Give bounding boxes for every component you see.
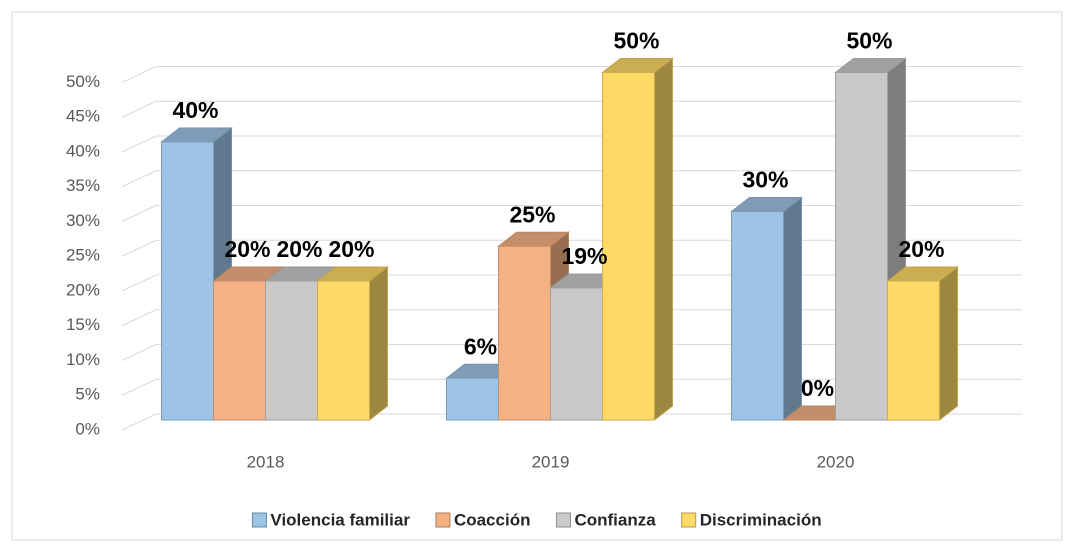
- bar: [601, 57, 674, 422]
- bar-front: [498, 245, 551, 421]
- grid-line-side: [121, 413, 157, 431]
- y-tick-label: 10%: [66, 350, 100, 369]
- bar-side: [654, 57, 673, 422]
- bar-front: [602, 72, 655, 421]
- grid-line-side: [121, 205, 157, 222]
- bar-front: [161, 141, 214, 421]
- data-label: 30%: [742, 167, 788, 193]
- data-label: 20%: [224, 236, 270, 262]
- bar-side: [783, 196, 802, 422]
- y-tick-label: 50%: [66, 72, 100, 91]
- legend-label: Confianza: [574, 510, 656, 529]
- data-label: 20%: [328, 236, 374, 262]
- grid-line-side: [121, 309, 157, 327]
- y-tick-label: 30%: [66, 211, 100, 230]
- bar: [730, 196, 803, 422]
- grid-line-side: [121, 100, 157, 118]
- legend-item: Discriminación: [681, 510, 822, 529]
- data-label: 20%: [898, 236, 944, 262]
- bar-front: [550, 287, 603, 421]
- x-tick-label: 2019: [532, 452, 570, 471]
- data-label: 0%: [801, 375, 834, 401]
- legend-item: Violencia familiar: [251, 510, 410, 529]
- y-tick-label: 25%: [66, 246, 100, 265]
- grid-line-side: [121, 239, 157, 257]
- data-label: 50%: [846, 28, 892, 54]
- legend-swatch: [435, 512, 451, 528]
- bar-front: [317, 280, 370, 421]
- legend-swatch: [681, 512, 697, 528]
- grid-line-side: [121, 135, 157, 153]
- legend-swatch: [251, 512, 267, 528]
- legend-item: Confianza: [555, 510, 656, 529]
- data-label: 19%: [561, 243, 607, 269]
- grid-line-side: [121, 274, 157, 292]
- bar-front: [731, 211, 784, 421]
- x-tick-label: 2020: [817, 452, 855, 471]
- y-tick-label: 35%: [66, 176, 100, 195]
- bar: [886, 265, 959, 422]
- data-label: 20%: [276, 236, 322, 262]
- y-tick-label: 40%: [66, 141, 100, 160]
- legend-label: Violencia familiar: [270, 510, 410, 529]
- legend-label: Coacción: [454, 510, 531, 529]
- data-label: 40%: [172, 97, 218, 123]
- grid-line-side: [121, 170, 157, 188]
- data-label: 25%: [509, 201, 555, 227]
- y-tick-label: 45%: [66, 107, 100, 126]
- bar-side: [369, 265, 388, 422]
- y-tick-label: 20%: [66, 280, 100, 299]
- legend-swatch: [555, 512, 571, 528]
- bar-front: [835, 72, 888, 421]
- data-label: 6%: [464, 333, 497, 359]
- legend-label: Discriminación: [700, 510, 822, 529]
- bar-front: [446, 377, 499, 421]
- bar: [316, 265, 389, 422]
- y-tick-label: 5%: [75, 385, 100, 404]
- y-tick-label: 0%: [75, 419, 100, 438]
- bar-front: [887, 280, 940, 421]
- y-tick-label: 15%: [66, 315, 100, 334]
- legend-item: Coacción: [435, 510, 531, 529]
- grid-line-side: [121, 66, 157, 83]
- bar-side: [939, 265, 958, 422]
- grid-line-side: [121, 378, 157, 396]
- grid-line-side: [121, 344, 157, 361]
- bar-front: [213, 280, 266, 421]
- bar-front: [265, 280, 318, 421]
- data-label: 50%: [613, 28, 659, 54]
- x-tick-label: 2018: [247, 452, 285, 471]
